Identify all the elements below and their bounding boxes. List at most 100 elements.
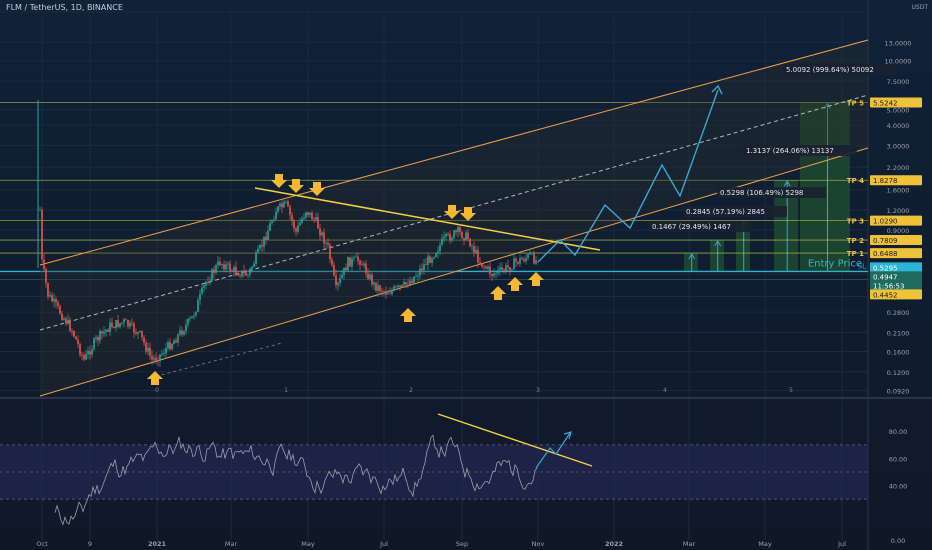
candle-body: [149, 347, 151, 356]
candle-body: [141, 330, 143, 338]
candle-body: [133, 323, 135, 333]
candle-body: [239, 275, 241, 277]
candle-body: [157, 360, 159, 362]
candle-body: [145, 342, 147, 352]
candle-body: [515, 258, 517, 262]
price-tag-text: 0.4947: [873, 273, 898, 281]
candle-body: [283, 201, 285, 208]
candle-body: [147, 347, 149, 352]
candle-body: [419, 268, 421, 276]
candle-body: [55, 299, 57, 303]
candle-body: [507, 265, 509, 268]
candle-body: [321, 232, 323, 236]
measurement-box: [683, 206, 787, 217]
candle-body: [163, 353, 165, 355]
candle-body: [235, 267, 237, 274]
candle-body: [383, 291, 385, 293]
candle-body: [433, 257, 435, 259]
candle-body: [367, 273, 369, 279]
candle-body: [71, 330, 73, 332]
candle-body: [127, 319, 129, 327]
candle-body: [347, 257, 349, 271]
candle-body: [197, 299, 199, 312]
x-tick-label: 2021: [148, 540, 167, 548]
candle-body: [237, 273, 239, 276]
candle-body: [129, 322, 131, 327]
down-arrow: [444, 205, 460, 219]
candle-body: [211, 269, 213, 281]
candle-body: [171, 344, 173, 350]
candle-body: [483, 266, 485, 268]
candle-body: [355, 256, 357, 258]
cycle-label: 3: [536, 387, 540, 394]
down-arrow: [271, 174, 287, 188]
measurement-label: 0.1467 (29.49%) 1467: [652, 223, 731, 231]
candle-body: [485, 266, 487, 269]
price-tag: [870, 262, 922, 273]
rsi-projection: [535, 432, 571, 469]
price-tag: [870, 175, 922, 186]
candle-body: [41, 209, 43, 260]
up-arrow: [147, 371, 163, 385]
y-tick-label: 1.6000: [887, 187, 910, 195]
candle-body: [439, 244, 441, 252]
price-tag-text: 1.8278: [873, 177, 898, 185]
candle-body: [423, 264, 425, 271]
candle-body: [415, 276, 417, 278]
measurement-label: 0.5298 (106.49%) 5298: [720, 189, 803, 197]
candle-body: [319, 228, 321, 236]
candle-body: [371, 274, 373, 285]
candle-body: [517, 261, 519, 264]
candle-body: [327, 242, 329, 245]
up-arrow: [507, 277, 523, 291]
candle-body: [179, 330, 181, 335]
rsi-tick-label: 60.00: [889, 455, 908, 463]
x-tick-label: Mar: [225, 540, 238, 548]
candle-body: [317, 217, 319, 229]
target-label: TP 1: [847, 250, 864, 258]
candle-body: [77, 339, 79, 345]
candle-body: [233, 267, 235, 272]
target-zone-rect: [800, 102, 850, 272]
arrows: [147, 174, 544, 385]
y-tick-label: 0.2100: [887, 329, 910, 337]
candle-body: [185, 324, 187, 332]
candle-body: [225, 264, 227, 270]
candle-body: [357, 256, 359, 261]
candle-body: [285, 201, 287, 203]
candle-body: [399, 285, 401, 287]
candle-body: [365, 263, 367, 274]
candle-body: [61, 313, 63, 320]
measurement-box: [783, 64, 897, 75]
candle-body: [231, 271, 233, 272]
candle-body: [223, 264, 225, 270]
candle-body: [445, 233, 447, 237]
candle-body: [217, 261, 219, 266]
candle-body: [523, 259, 525, 262]
up-arrow: [400, 308, 416, 322]
down-arrow: [460, 207, 476, 221]
x-tick-label: May: [301, 540, 315, 548]
candle-body: [361, 264, 363, 266]
y-tick-label: 0.2800: [887, 309, 910, 317]
target-zone-arrowhead: [824, 102, 831, 109]
candle-body: [519, 258, 521, 264]
candle-body: [153, 357, 155, 360]
price-tag-text: 5.5242: [873, 99, 898, 107]
x-tick-label: Mar: [683, 540, 696, 548]
candle-body: [263, 236, 265, 247]
measurement-label: 1.3137 (264.06%) 13137: [746, 147, 834, 155]
candle-body: [381, 291, 383, 292]
candle-body: [413, 276, 415, 283]
cycle-label: 4: [663, 387, 667, 394]
candle-body: [481, 263, 483, 267]
price-channel: [39, 39, 869, 397]
candle-body: [505, 265, 507, 272]
candle-body: [391, 290, 393, 294]
candle-body: [247, 274, 249, 276]
candle-body: [369, 274, 371, 279]
candle-body: [499, 267, 501, 270]
candle-body: [243, 270, 245, 273]
candle-body: [297, 225, 299, 232]
